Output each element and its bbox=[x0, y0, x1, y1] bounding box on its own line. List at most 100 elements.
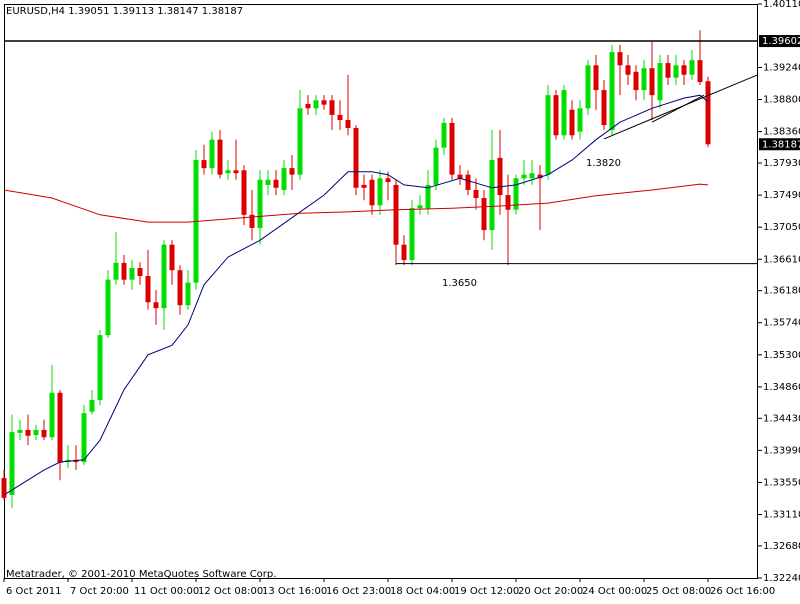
candle-body bbox=[337, 114, 343, 120]
candle-body bbox=[113, 262, 119, 280]
candle-body bbox=[209, 139, 215, 169]
candle-body bbox=[273, 179, 279, 188]
candle-body bbox=[617, 52, 623, 66]
candle-body bbox=[305, 103, 311, 109]
candle-body bbox=[577, 108, 583, 132]
trend-line bbox=[651, 94, 705, 123]
moving-average bbox=[3, 94, 709, 496]
candle-body bbox=[609, 52, 615, 131]
x-tick-label: 26 Oct 16:00 bbox=[710, 586, 775, 597]
candle-body bbox=[249, 214, 255, 228]
candle-body bbox=[497, 157, 503, 196]
candle-body bbox=[545, 95, 551, 175]
y-tick-label: 1.38800 bbox=[763, 95, 800, 106]
candle-body bbox=[425, 184, 431, 209]
candle-body bbox=[321, 100, 327, 105]
candle-body bbox=[513, 178, 519, 210]
candle-body bbox=[449, 122, 455, 175]
candle-body bbox=[137, 268, 143, 277]
watermark: Metatrader, © 2001-2010 MetaQuotes Softw… bbox=[6, 569, 276, 580]
candle-body bbox=[673, 65, 679, 78]
y-tick-label: 1.40110 bbox=[763, 0, 800, 10]
candle-body bbox=[473, 189, 479, 199]
price-label-box bbox=[759, 138, 800, 151]
candle-body bbox=[233, 170, 239, 174]
plot-frame bbox=[4, 4, 758, 579]
candle-body bbox=[185, 282, 191, 306]
candle-body bbox=[561, 90, 567, 136]
level-label-box bbox=[759, 35, 800, 48]
price-label: 1.38187 bbox=[762, 139, 800, 150]
y-tick-label: 1.37490 bbox=[763, 190, 800, 201]
y-tick-label: 1.34430 bbox=[763, 413, 800, 424]
candle-body bbox=[585, 65, 591, 109]
candle-body bbox=[393, 184, 399, 245]
candle-body bbox=[121, 262, 127, 280]
x-tick-label: 11 Oct 00:00 bbox=[134, 586, 199, 597]
candle-body bbox=[505, 195, 511, 210]
candle-body bbox=[89, 400, 95, 412]
candle-body bbox=[81, 413, 87, 463]
candle-body bbox=[241, 170, 247, 215]
y-tick-label: 1.32680 bbox=[763, 541, 800, 552]
candle-body bbox=[129, 268, 135, 280]
x-tick-label: 24 Oct 00:00 bbox=[582, 586, 647, 597]
candle-body bbox=[441, 122, 447, 148]
candle-body bbox=[33, 429, 39, 436]
candle-body bbox=[705, 81, 711, 145]
candle-body bbox=[641, 68, 647, 91]
level-label: 1.39602 bbox=[762, 36, 800, 47]
y-tick-label: 1.34860 bbox=[763, 382, 800, 393]
y-tick-label: 1.39240 bbox=[763, 62, 800, 73]
candle-body bbox=[57, 392, 63, 463]
candle-body bbox=[201, 160, 207, 169]
candle-body bbox=[225, 170, 231, 174]
x-tick-label: 6 Oct 2011 bbox=[6, 586, 61, 597]
annotation: 1.3650 bbox=[442, 278, 477, 289]
x-tick-label: 12 Oct 08:00 bbox=[198, 586, 263, 597]
y-tick-label: 1.35300 bbox=[763, 350, 800, 361]
candle-body bbox=[697, 60, 703, 83]
candle-body bbox=[689, 60, 695, 75]
candle-body bbox=[177, 270, 183, 306]
candle-body bbox=[369, 179, 375, 206]
candle-body bbox=[145, 276, 151, 303]
candle-body bbox=[465, 174, 471, 190]
candle-body bbox=[105, 279, 111, 336]
chart-title: EURUSD,H4 1.39051 1.39113 1.38147 1.3818… bbox=[6, 6, 243, 17]
candle-body bbox=[401, 244, 407, 261]
candle-body bbox=[657, 63, 663, 101]
candle-body bbox=[593, 65, 599, 91]
candle-body bbox=[25, 429, 31, 436]
candle-body bbox=[265, 179, 271, 185]
x-tick-label: 18 Oct 04:00 bbox=[390, 586, 455, 597]
candle-body bbox=[665, 63, 671, 78]
y-tick-label: 1.33990 bbox=[763, 445, 800, 456]
annotation: 1.3820 bbox=[586, 158, 621, 169]
x-tick-label: 25 Oct 08:00 bbox=[646, 586, 711, 597]
candle-body bbox=[633, 71, 639, 91]
candle-body bbox=[329, 100, 335, 115]
candle-body bbox=[553, 95, 559, 136]
y-tick-label: 1.32240 bbox=[763, 573, 800, 584]
x-tick-label: 13 Oct 16:00 bbox=[262, 586, 327, 597]
candle-body bbox=[9, 432, 15, 495]
candle-body bbox=[537, 174, 543, 179]
candle-body bbox=[97, 335, 103, 401]
candle-body bbox=[489, 160, 495, 231]
candle-body bbox=[1, 478, 7, 498]
y-tick-label: 1.37050 bbox=[763, 222, 800, 233]
candle-body bbox=[649, 68, 655, 96]
candle-body bbox=[361, 184, 367, 188]
x-tick-label: 19 Oct 12:00 bbox=[454, 586, 519, 597]
candle-body bbox=[457, 174, 463, 179]
candle-body bbox=[313, 100, 319, 109]
candle-body bbox=[529, 173, 535, 179]
candle-body bbox=[17, 429, 23, 433]
candle-body bbox=[169, 244, 175, 271]
candle-body bbox=[161, 244, 167, 309]
candle-body bbox=[481, 198, 487, 231]
